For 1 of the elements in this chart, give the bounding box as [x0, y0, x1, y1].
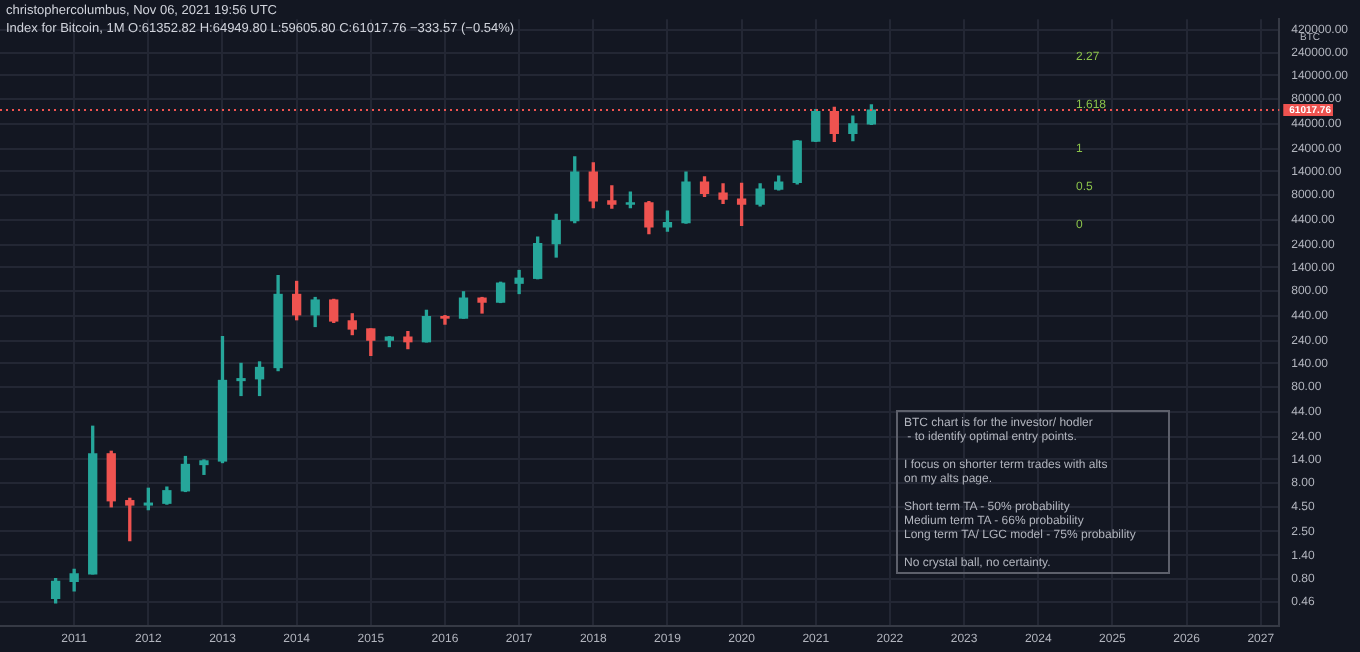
candlestick — [236, 362, 246, 397]
